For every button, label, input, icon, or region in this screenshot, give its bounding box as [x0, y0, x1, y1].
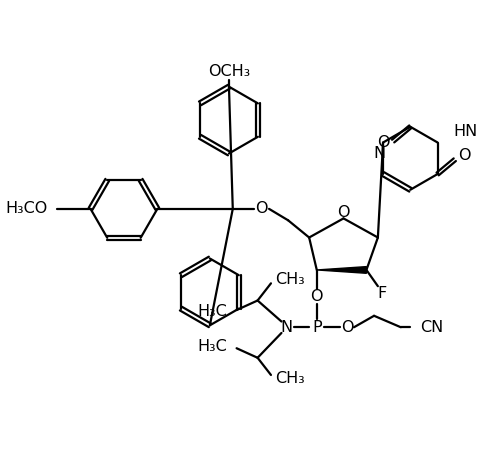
Text: H₃CO: H₃CO — [5, 202, 48, 217]
Text: CN: CN — [420, 320, 443, 335]
Text: HN: HN — [453, 123, 477, 138]
Text: F: F — [377, 286, 386, 301]
Text: O: O — [337, 205, 350, 220]
Text: O: O — [458, 148, 470, 163]
Text: N: N — [280, 320, 293, 335]
Text: H₃C: H₃C — [197, 339, 227, 354]
Text: N: N — [373, 147, 385, 162]
Text: O: O — [311, 289, 323, 304]
Text: O: O — [341, 320, 354, 335]
Text: OCH₃: OCH₃ — [208, 64, 250, 79]
Text: O: O — [377, 135, 390, 150]
Text: CH₃: CH₃ — [275, 272, 304, 287]
Text: CH₃: CH₃ — [275, 371, 304, 386]
Text: H₃C: H₃C — [197, 305, 227, 320]
Text: P: P — [312, 320, 321, 335]
Polygon shape — [317, 266, 367, 273]
Text: O: O — [255, 202, 268, 217]
